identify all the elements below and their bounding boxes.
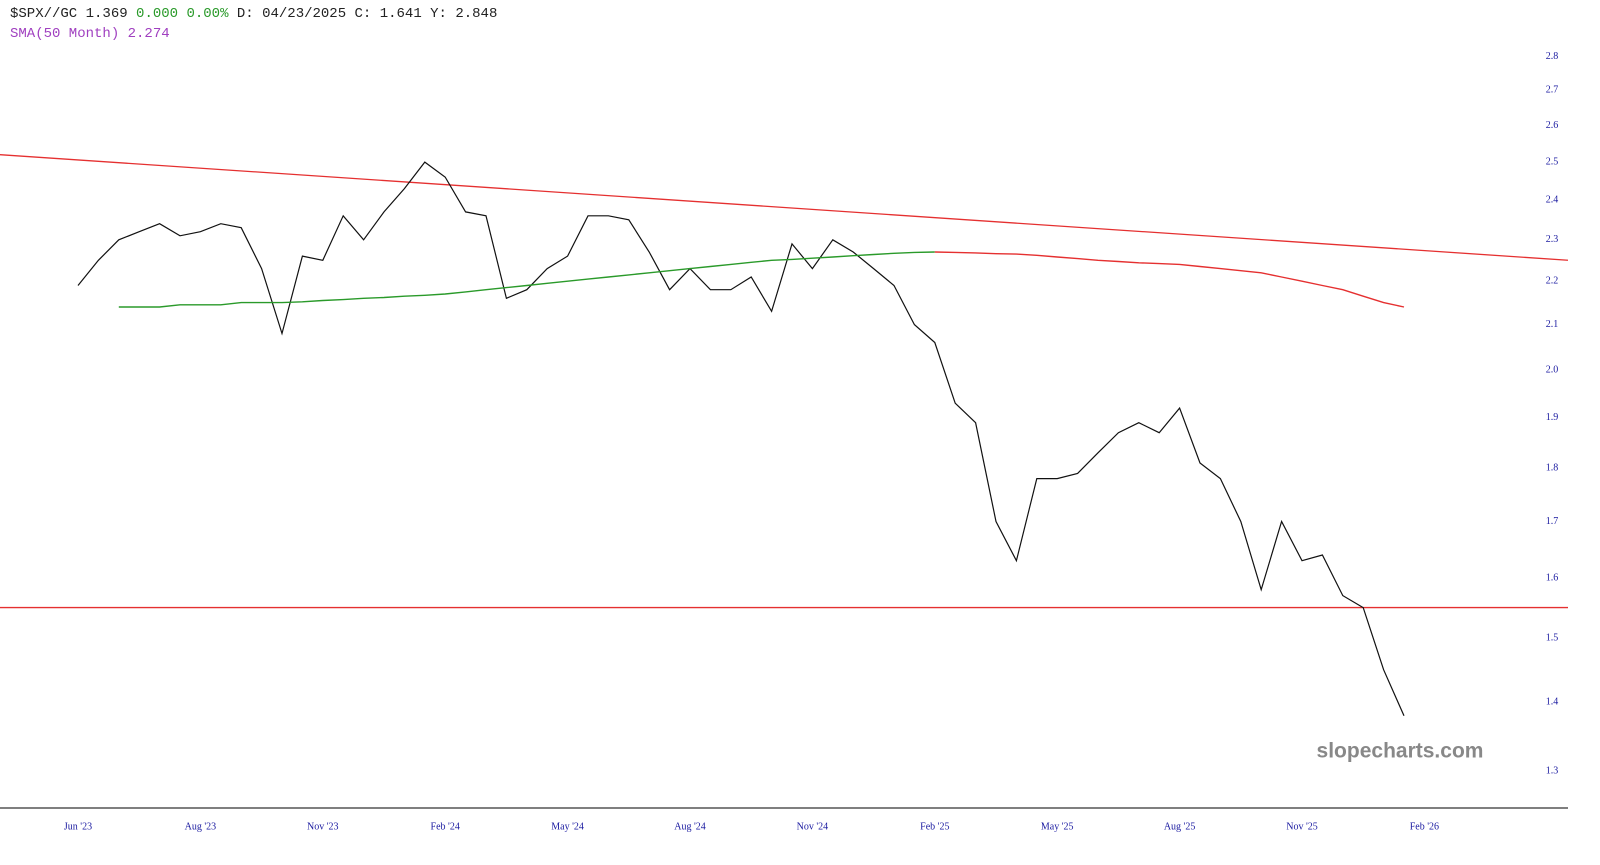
c-value: C: 1.641 [354, 6, 422, 22]
x-tick-label: Jun '23 [64, 821, 92, 832]
y-tick-label: 1.4 [1546, 697, 1559, 708]
percent: 0.00% [186, 6, 229, 22]
series-line [118, 251, 935, 308]
change: 0.000 [136, 6, 179, 22]
y-tick-label: 2.0 [1546, 364, 1559, 375]
date: D: 04/23/2025 [236, 6, 347, 22]
y-tick-label: 1.8 [1546, 463, 1559, 474]
y-tick-label: 1.5 [1546, 632, 1559, 643]
x-tick-label: Nov '25 [1286, 821, 1318, 832]
sma-label: SMA(50 Month) 2.274 [10, 26, 170, 42]
x-tick-label: May '24 [551, 821, 584, 832]
watermark: slopecharts.com [1317, 740, 1484, 763]
x-tick-label: Aug '23 [185, 821, 217, 832]
x-tick-label: May '25 [1041, 821, 1074, 832]
symbol: $SPX//GC [10, 6, 78, 22]
x-tick-label: Nov '23 [307, 821, 339, 832]
y-tick-label: 2.2 [1546, 276, 1559, 287]
x-tick-label: Feb '24 [431, 821, 460, 832]
y-tick-label: 1.9 [1546, 412, 1559, 423]
series-line [934, 251, 1405, 308]
y-tick-label: 2.1 [1546, 319, 1559, 330]
x-tick-label: Nov '24 [797, 821, 829, 832]
x-tick-label: Aug '24 [674, 821, 706, 832]
trendline [0, 154, 1569, 261]
x-tick-label: Feb '25 [920, 821, 949, 832]
x-tick-label: Aug '25 [1164, 821, 1196, 832]
y-tick-label: 1.3 [1546, 766, 1559, 777]
y-tick-label: 2.3 [1546, 234, 1559, 245]
y-tick-label: 1.6 [1546, 572, 1559, 583]
y-tick-label: 2.7 [1546, 85, 1559, 96]
y-tick-label: 2.6 [1546, 120, 1559, 131]
series-line [77, 161, 1405, 717]
y-tick-label: 1.7 [1546, 516, 1559, 527]
legend: $SPX//GC 1.369 0.000 0.00% D: 04/23/2025… [10, 4, 497, 44]
y-tick-label: 2.4 [1546, 194, 1559, 205]
last: 1.369 [85, 6, 128, 22]
y-value: Y: 2.848 [430, 6, 498, 22]
x-tick-label: Feb '26 [1410, 821, 1439, 832]
y-tick-label: 2.8 [1546, 51, 1559, 62]
y-tick-label: 2.5 [1546, 156, 1559, 167]
